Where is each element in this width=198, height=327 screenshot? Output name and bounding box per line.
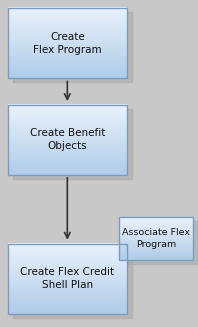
Bar xyxy=(13,12,132,82)
Text: Associate Flex
Program: Associate Flex Program xyxy=(122,228,190,249)
Bar xyxy=(13,248,132,318)
Bar xyxy=(8,8,127,78)
Text: Create
Flex Program: Create Flex Program xyxy=(33,32,102,55)
Text: Create Benefit
Objects: Create Benefit Objects xyxy=(30,128,105,151)
Bar xyxy=(8,105,127,175)
Text: Create Flex Credit
Shell Plan: Create Flex Credit Shell Plan xyxy=(20,267,114,290)
Bar xyxy=(13,109,132,179)
Bar xyxy=(124,221,198,264)
Bar xyxy=(8,244,127,314)
Bar xyxy=(119,217,193,260)
